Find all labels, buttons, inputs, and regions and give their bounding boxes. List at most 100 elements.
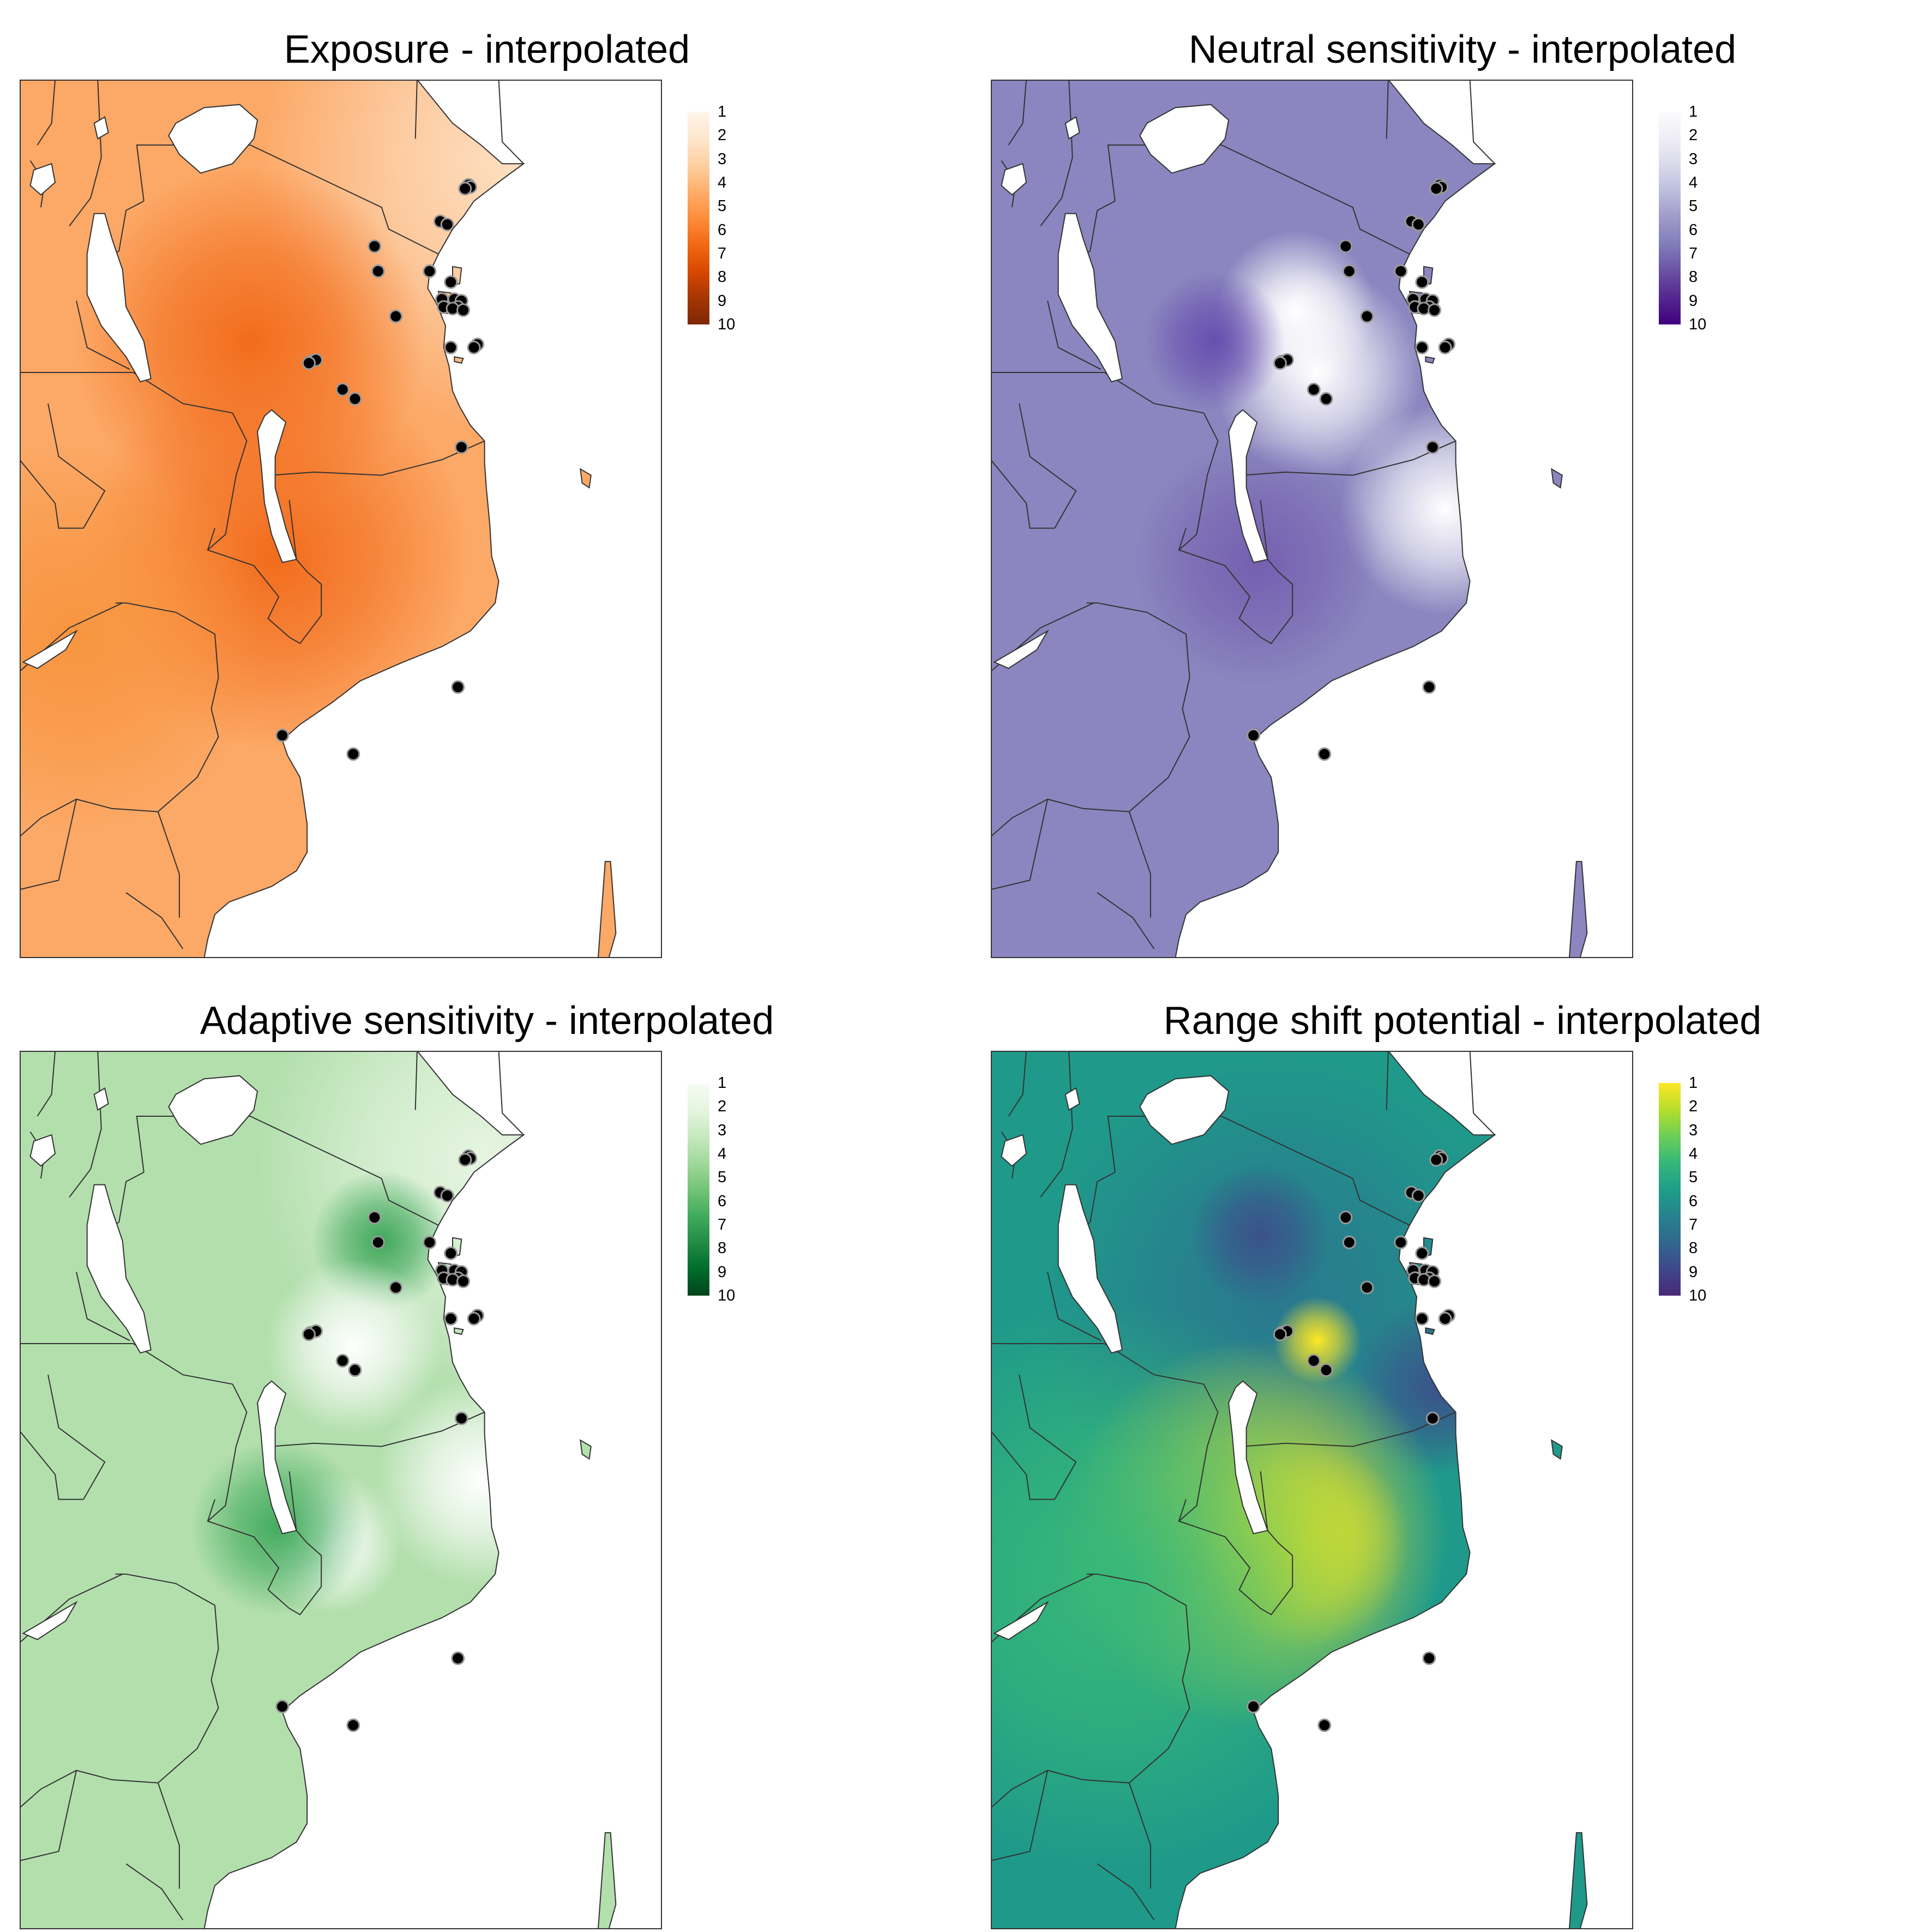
- country-border: [1386, 1051, 1389, 1110]
- legend-tick-label: 9: [718, 1263, 727, 1281]
- sample-site-point: [275, 1700, 290, 1714]
- country-border: [414, 1051, 418, 1110]
- country-border: [991, 459, 1055, 529]
- country-border: [1221, 1116, 1410, 1226]
- lake: [86, 1184, 152, 1354]
- legend-colorbar: [1659, 112, 1681, 324]
- lake: [993, 629, 1049, 669]
- sample-site-point: [444, 340, 458, 354]
- sample-site-point: [1425, 440, 1440, 454]
- sample-site-point: [346, 1718, 360, 1732]
- island-outline: [597, 1832, 617, 1929]
- country-border: [125, 892, 184, 949]
- map-frame: [991, 1051, 1633, 1929]
- lake: [257, 409, 297, 563]
- legend-tick-label: 6: [1689, 221, 1698, 239]
- sample-site-point: [467, 340, 481, 354]
- sample-site-point: [1342, 1235, 1356, 1249]
- sample-site-point: [1411, 1189, 1425, 1203]
- interpolated-surface: [20, 1051, 616, 1929]
- interpolation-hotspot: [991, 1302, 1393, 1865]
- country-border: [1086, 1573, 1190, 1784]
- island-outline: [1568, 1832, 1588, 1929]
- sample-site-point: [454, 440, 468, 454]
- sample-site-point: [458, 1153, 472, 1167]
- legend-tick-label: 7: [718, 1216, 727, 1233]
- country-border: [37, 80, 56, 146]
- sample-site-point: [456, 303, 471, 317]
- lake: [168, 1075, 258, 1145]
- sample-site-point: [335, 1353, 350, 1368]
- island-outline: [1551, 1439, 1563, 1460]
- map-frame: [20, 1051, 662, 1929]
- country-border: [991, 1430, 1055, 1500]
- legend-tick-label: 1: [718, 1074, 727, 1092]
- sample-site-point: [1307, 382, 1321, 396]
- legend-exposure: 1 2 3 4 5 6 7 8 9 10: [688, 104, 753, 341]
- sample-site-point: [1422, 1651, 1436, 1665]
- map-frame: [991, 80, 1633, 958]
- map-neutral-sensitivity: [991, 80, 1633, 958]
- island-outline: [454, 1327, 464, 1335]
- country-border: [1386, 80, 1389, 139]
- country-border: [1128, 811, 1151, 918]
- map-frame: [20, 80, 662, 958]
- sample-site-point: [1319, 392, 1333, 406]
- sample-site-point: [454, 1411, 468, 1425]
- sample-site-point: [1342, 264, 1356, 278]
- legend-tick-label: 4: [1689, 1145, 1698, 1163]
- legend-tick-label: 2: [718, 1098, 727, 1116]
- legend-range-shift-potential: 1 2 3 4 5 6 7 8 9 10: [1659, 1075, 1724, 1312]
- panel-neutral-sensitivity: Neutral sensitivity - interpolated 1 2 3 4 5…: [971, 0, 1932, 966]
- country-border: [115, 1573, 219, 1784]
- panel-title: Adaptive sensitivity - interpolated: [200, 999, 774, 1043]
- country-border: [250, 1116, 439, 1226]
- sample-site-point: [456, 1274, 471, 1289]
- sample-site-point: [1438, 340, 1452, 354]
- legend-tick-label: 1: [718, 103, 727, 121]
- sample-site-point: [1317, 747, 1332, 761]
- interpolation-hotspot: [265, 1259, 441, 1435]
- sample-site-point: [302, 1327, 316, 1341]
- island-outline: [597, 860, 617, 958]
- country-border: [69, 1051, 102, 1198]
- interpolated-surface: [991, 80, 1587, 958]
- sample-site-point: [302, 356, 316, 370]
- legend-tick-label: 6: [718, 221, 727, 239]
- sample-site-point: [1429, 182, 1443, 196]
- legend-tick-label: 7: [1689, 245, 1698, 262]
- country-border: [1019, 403, 1077, 529]
- country-border: [1104, 372, 1204, 414]
- country-border: [417, 1051, 524, 1135]
- legend-tick-label: 1: [1689, 103, 1698, 121]
- country-border: [1243, 440, 1456, 476]
- legend-tick-label: 5: [718, 1169, 727, 1187]
- panel-title: Range shift potential - interpolated: [1163, 999, 1762, 1043]
- sample-site-point: [444, 1311, 458, 1326]
- country-border: [76, 1272, 130, 1341]
- sample-site-point: [1425, 1411, 1440, 1425]
- lake: [93, 1087, 109, 1111]
- country-border: [1008, 1051, 1027, 1117]
- coastline: [1175, 80, 1497, 958]
- lake: [257, 1380, 297, 1534]
- lake: [168, 104, 258, 174]
- sample-site-point: [1438, 1311, 1452, 1326]
- country-border: [37, 1051, 56, 1117]
- legend-tick-label: 4: [1689, 174, 1698, 191]
- legend-tick-label: 6: [1689, 1192, 1698, 1210]
- legend-colorbar: [1659, 1083, 1681, 1296]
- legend-tick-label: 5: [1689, 1169, 1698, 1187]
- interpolation-hotspot: [191, 1439, 367, 1616]
- country-border: [133, 372, 233, 414]
- map-adaptive-sensitivity: [20, 1051, 662, 1929]
- legend-tick-label: 9: [1689, 292, 1698, 310]
- country-border: [1040, 1051, 1073, 1198]
- sample-site-point: [451, 1651, 465, 1665]
- sample-site-point: [1247, 729, 1261, 743]
- sample-site-point: [1428, 303, 1442, 317]
- country-border: [1097, 892, 1155, 949]
- country-border: [20, 799, 77, 890]
- lake: [1001, 1134, 1027, 1167]
- country-border: [1243, 1411, 1456, 1447]
